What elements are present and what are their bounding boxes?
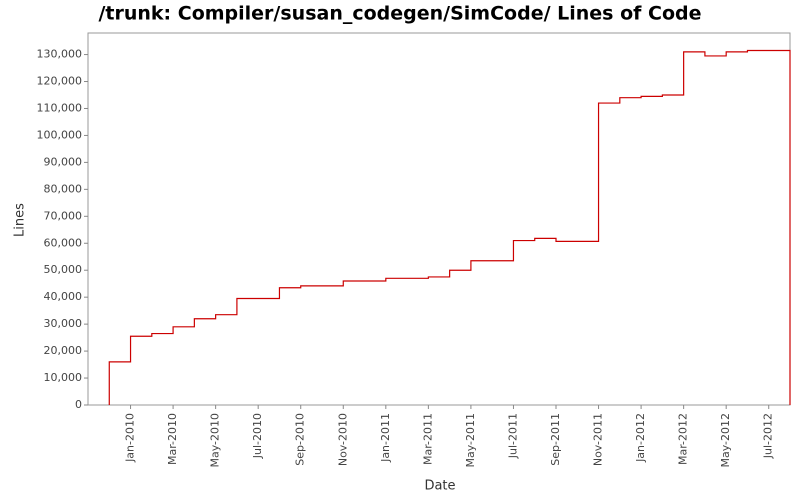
x-tick-label: Mar-2012 <box>677 413 690 465</box>
x-tick-label: Sep-2011 <box>549 413 562 466</box>
x-axis-label: Date <box>424 479 455 494</box>
y-tick-label: 60,000 <box>44 236 83 249</box>
y-tick-label: 10,000 <box>44 371 83 384</box>
data-line <box>108 49 791 405</box>
x-tick-label: Mar-2011 <box>421 413 434 465</box>
y-tick-label: 40,000 <box>44 290 83 303</box>
x-tick-label: May-2010 <box>209 413 222 468</box>
y-tick-label: 130,000 <box>37 48 83 61</box>
y-tick-label: 30,000 <box>44 317 83 330</box>
plot-area <box>87 32 791 406</box>
y-tick-label: 50,000 <box>44 263 83 276</box>
y-tick-label: 90,000 <box>44 155 83 168</box>
x-tick-label: Jul-2010 <box>251 413 264 459</box>
x-tick-label: Mar-2010 <box>166 413 179 465</box>
x-tick-label: Jan-2012 <box>634 413 647 463</box>
y-tick-label: 120,000 <box>37 75 83 88</box>
x-tick-label: May-2011 <box>464 413 477 468</box>
y-tick-label: 100,000 <box>37 128 83 141</box>
x-tick-label: Jul-2012 <box>762 413 775 459</box>
y-tick-label: 20,000 <box>44 344 83 357</box>
x-tick-label: Sep-2010 <box>294 413 307 466</box>
y-tick-label: 80,000 <box>44 182 83 195</box>
chart-title: /trunk: Compiler/susan_codegen/SimCode/ … <box>98 3 701 25</box>
y-axis-label: Lines <box>13 203 28 237</box>
x-tick-label: Nov-2011 <box>592 413 605 466</box>
y-tick-label: 110,000 <box>37 101 83 114</box>
y-tick-label: 70,000 <box>44 209 83 222</box>
x-tick-label: Jul-2011 <box>506 413 519 459</box>
y-tick-label: 0 <box>75 398 82 411</box>
x-tick-label: Jan-2010 <box>124 413 137 463</box>
x-tick-label: May-2012 <box>719 413 732 468</box>
x-tick-label: Jan-2011 <box>379 413 392 463</box>
x-tick-label: Nov-2010 <box>336 413 349 466</box>
